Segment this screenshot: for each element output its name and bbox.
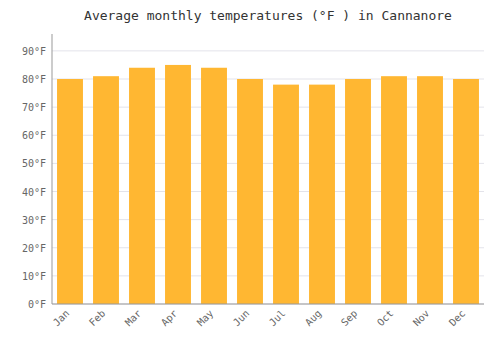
x-tick-labels: Jan Feb Mar Apr May Jun Jul Aug Sep Oct Nov Dec: [51, 308, 468, 329]
bar: [57, 79, 83, 304]
y-axis-line: [52, 34, 53, 304]
page: {"chart_data": {"type": "bar", "title": …: [0, 0, 500, 350]
bar: [273, 85, 299, 304]
bar: [93, 76, 119, 304]
chart-svg: Average monthly temperatures (°F ) in Ca…: [0, 0, 500, 350]
x-tick-label: Nov: [411, 308, 432, 329]
bar: [165, 65, 191, 304]
y-tick-label: 40°F: [22, 187, 46, 198]
y-tick-label: 60°F: [22, 130, 46, 141]
x-tick-label: Jan: [51, 308, 72, 329]
bar: [345, 79, 371, 304]
y-tick-label: 90°F: [22, 46, 46, 57]
x-tick-label: Dec: [447, 308, 468, 329]
y-grid: [52, 51, 484, 304]
x-tick-label: Jun: [231, 308, 252, 329]
chart-title: Average monthly temperatures (°F ) in Ca…: [84, 8, 452, 23]
x-axis-line: [52, 304, 484, 305]
x-tick-label: Apr: [159, 308, 180, 329]
x-tick-label: May: [195, 308, 216, 329]
y-tick-label: 30°F: [22, 215, 46, 226]
y-tick-label: 10°F: [22, 271, 46, 282]
x-tick-label: Oct: [375, 308, 396, 329]
x-tick-label: Mar: [123, 308, 144, 329]
y-tick-labels: 0°F 10°F 20°F 30°F 40°F 50°F 60°F 70°F 80°F 90°F: [22, 46, 46, 310]
bar: [309, 85, 335, 304]
grid-line: [52, 50, 484, 51]
y-tick-label: 80°F: [22, 74, 46, 85]
bar: [129, 68, 155, 304]
grid-line: [52, 304, 484, 305]
bars: [57, 65, 479, 304]
bar: [453, 79, 479, 304]
x-tick-label: Feb: [87, 308, 108, 329]
y-tick-label: 0°F: [28, 299, 46, 310]
x-tick-label: Sep: [339, 308, 360, 329]
y-tick-label: 50°F: [22, 158, 46, 169]
bar: [201, 68, 227, 304]
y-tick-label: 20°F: [22, 243, 46, 254]
chart-container: Average monthly temperatures (°F ) in Ca…: [0, 0, 500, 350]
bar: [237, 79, 263, 304]
x-tick-label: Aug: [303, 308, 324, 329]
y-tick-label: 70°F: [22, 102, 46, 113]
bar: [381, 76, 407, 304]
x-tick-label: Jul: [267, 308, 288, 329]
bar: [417, 76, 443, 304]
